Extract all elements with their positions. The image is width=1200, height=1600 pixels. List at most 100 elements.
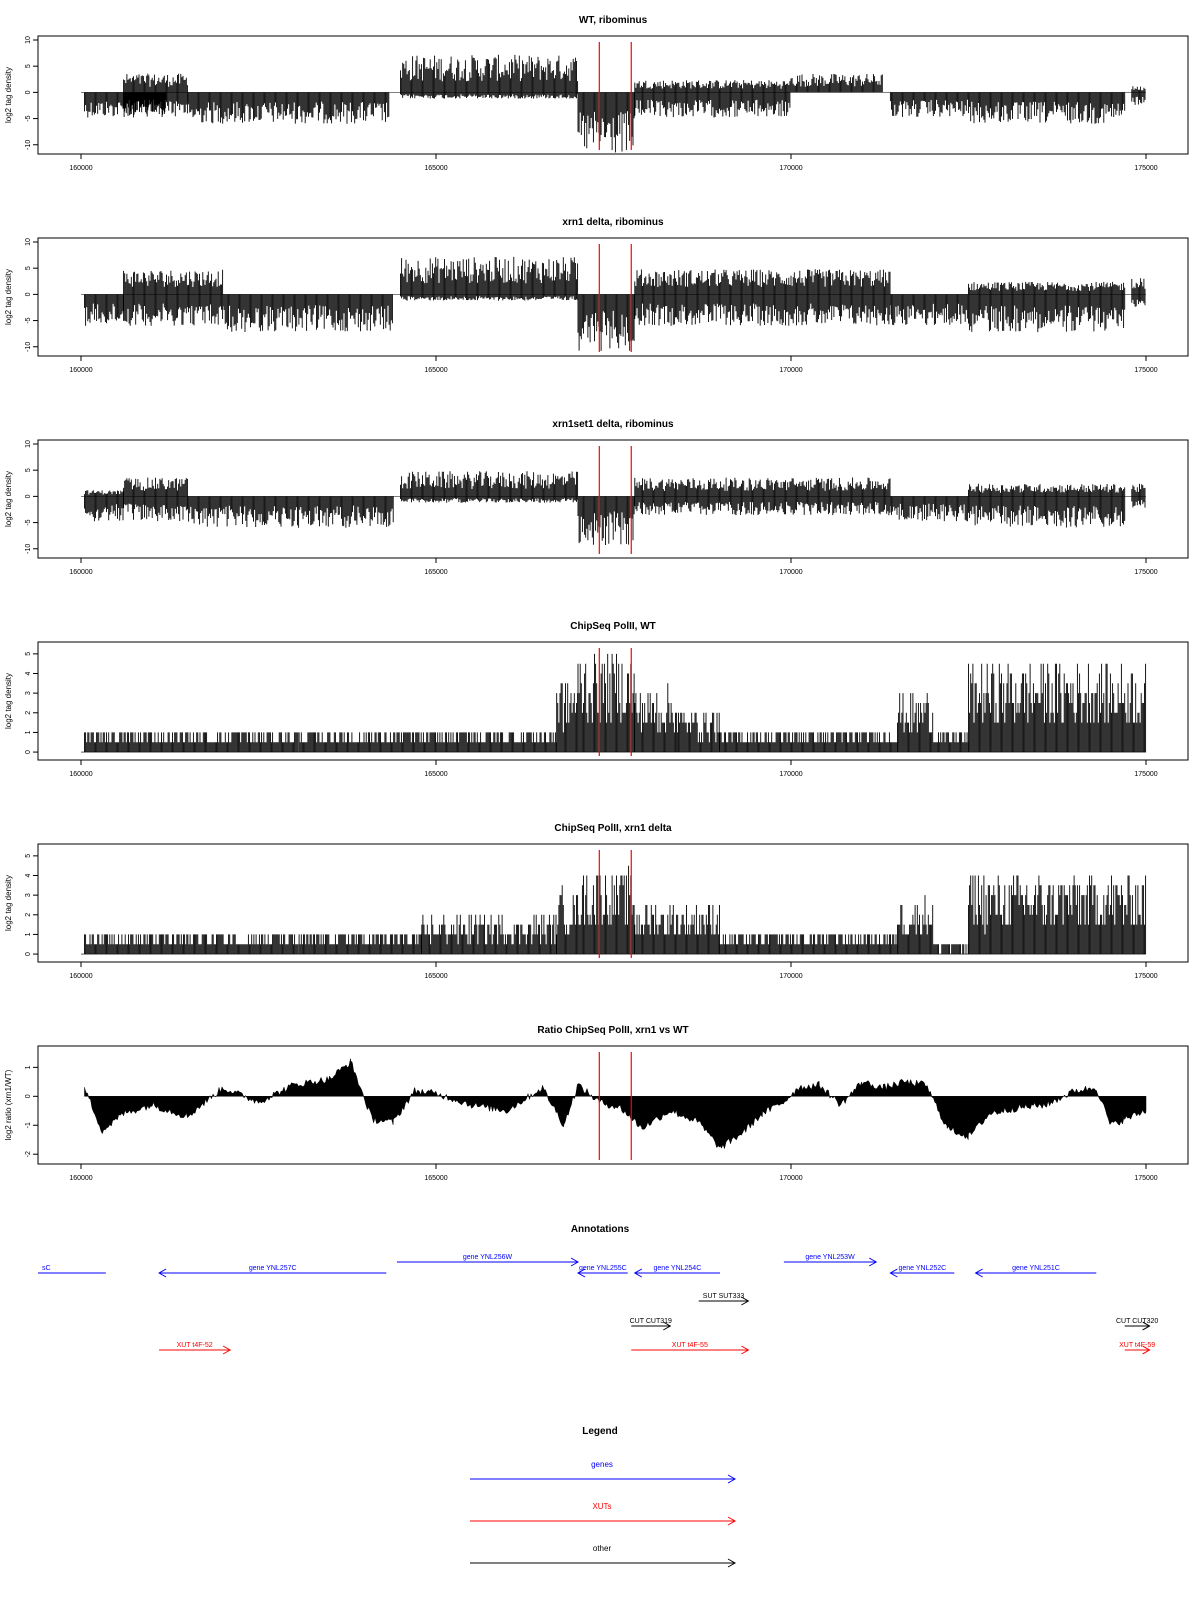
arrow-head-right xyxy=(1142,1321,1151,1331)
plot-frame xyxy=(37,35,1189,155)
annotations-title: Annotations xyxy=(571,1224,630,1235)
annotations-section: Annotations sC gene YNL257C gene YNL256W gen… xyxy=(38,1224,1158,1355)
x-tick-label: 175000 xyxy=(1134,1175,1157,1182)
gene-arrow xyxy=(633,1268,720,1278)
xut-label: XUT t4F-52 xyxy=(177,1342,213,1349)
arrow-head-right xyxy=(727,1474,737,1484)
gene-arrow xyxy=(889,1268,955,1278)
xut-label: XUT t4F-55 xyxy=(672,1342,708,1349)
other-arrow xyxy=(631,1321,672,1331)
y-tick-label: 10 xyxy=(25,36,32,44)
legend-label: genes xyxy=(591,1460,613,1469)
gene-label: gene YNL251C xyxy=(1012,1265,1060,1272)
signal-bars xyxy=(84,653,1147,753)
x-tick-label: 175000 xyxy=(1134,165,1157,172)
chart-title: ChipSeq PolII, xrn1 delta xyxy=(554,823,672,834)
gene-label: gene YNL254C xyxy=(654,1265,702,1272)
gene-label: gene YNL257C xyxy=(249,1265,297,1272)
y-tick-label: 4 xyxy=(25,671,32,675)
y-tick-label: 5 xyxy=(25,64,32,68)
x-tick-label: 165000 xyxy=(424,165,447,172)
y-axis-label: log2 tag density xyxy=(4,67,13,123)
y-tick-label: -5 xyxy=(25,115,32,121)
arrow-head-right xyxy=(663,1321,672,1331)
y-tick-label: -10 xyxy=(25,342,32,352)
xut-arrow xyxy=(159,1345,232,1355)
other-arrow xyxy=(1124,1321,1151,1331)
y-tick-label: 0 xyxy=(25,292,32,296)
arrow-head-right xyxy=(741,1345,750,1355)
chart-panel-1: WT, ribominus log2 tag density -10 -5 0 5 10 16… xyxy=(4,15,1189,172)
x-tick-label: 160000 xyxy=(69,367,92,374)
plot-frame xyxy=(37,1045,1189,1165)
legend-arrow xyxy=(470,1474,737,1484)
gene-label: gene YNL253W xyxy=(805,1254,855,1261)
chart-title: xrn1 delta, ribominus xyxy=(562,217,664,228)
x-tick-label: 160000 xyxy=(69,771,92,778)
x-tick-label: 165000 xyxy=(424,1175,447,1182)
legend-title: Legend xyxy=(582,1426,618,1437)
y-tick-label: 10 xyxy=(25,440,32,448)
gene-arrow xyxy=(396,1257,580,1267)
x-tick-label: 160000 xyxy=(69,973,92,980)
y-tick-label: 0 xyxy=(25,90,32,94)
legend-arrow xyxy=(470,1558,737,1568)
signal-bars xyxy=(84,865,1147,955)
gene-label: sC xyxy=(42,1265,51,1272)
x-tick-label: 160000 xyxy=(69,1175,92,1182)
x-tick-label: 165000 xyxy=(424,367,447,374)
y-tick-label: 4 xyxy=(25,873,32,877)
other-label: CUT CUT319 xyxy=(630,1318,672,1325)
arrow-head-right xyxy=(868,1257,878,1267)
xut-arrow xyxy=(631,1345,750,1355)
xut-label: XUT t4F-59 xyxy=(1119,1342,1155,1349)
y-tick-label: -2 xyxy=(25,1151,32,1157)
chart-panel-2: xrn1 delta, ribominus log2 tag density -10… xyxy=(4,217,1189,374)
gene-label: gene YNL256W xyxy=(463,1254,513,1261)
y-tick-label: -5 xyxy=(25,519,32,525)
legend-label: other xyxy=(593,1544,612,1553)
y-tick-label: -1 xyxy=(25,1122,32,1128)
gene-arrow xyxy=(158,1268,387,1278)
x-tick-label: 170000 xyxy=(779,1175,802,1182)
gene-arrow xyxy=(783,1257,878,1267)
arrow-head-left xyxy=(974,1268,983,1278)
legend-arrow xyxy=(470,1516,737,1526)
y-tick-label: 1 xyxy=(25,1065,32,1069)
plot-frame xyxy=(37,843,1189,963)
y-tick-label: 2 xyxy=(25,711,32,715)
x-tick-label: 170000 xyxy=(779,771,802,778)
y-tick-label: 10 xyxy=(25,238,32,246)
chart-title: ChipSeq PolII, WT xyxy=(570,621,656,632)
x-tick-label: 175000 xyxy=(1134,367,1157,374)
chart-panel-3: xrn1set1 delta, ribominus log2 tag densit… xyxy=(4,419,1189,576)
plot-frame xyxy=(37,439,1189,559)
arrow-head-right xyxy=(727,1516,737,1526)
arrow-head-left xyxy=(633,1268,643,1278)
x-tick-label: 160000 xyxy=(69,569,92,576)
y-axis-label: log2 tag density xyxy=(4,471,13,527)
other-label: CUT CUT320 xyxy=(1116,1318,1158,1325)
y-tick-label: 3 xyxy=(25,691,32,695)
signal-bars xyxy=(84,256,1146,351)
x-tick-label: 170000 xyxy=(779,165,802,172)
arrow-head-left xyxy=(889,1268,898,1278)
signal-bars xyxy=(84,54,1146,153)
y-tick-label: 0 xyxy=(25,494,32,498)
x-tick-label: 175000 xyxy=(1134,973,1157,980)
x-tick-label: 175000 xyxy=(1134,569,1157,576)
y-tick-label: 0 xyxy=(25,1094,32,1098)
x-tick-label: 170000 xyxy=(779,973,802,980)
legend-section: Legend genes XUTs other xyxy=(470,1426,737,1568)
y-tick-label: 5 xyxy=(25,468,32,472)
arrow-head-right xyxy=(741,1296,750,1306)
signal-bars xyxy=(84,471,1146,545)
other-label: SUT SUT333 xyxy=(703,1293,745,1300)
ratio-area xyxy=(84,1058,1147,1150)
x-tick-label: 175000 xyxy=(1134,771,1157,778)
y-tick-label: 3 xyxy=(25,893,32,897)
y-tick-label: 0 xyxy=(25,750,32,754)
y-tick-label: 5 xyxy=(25,652,32,656)
